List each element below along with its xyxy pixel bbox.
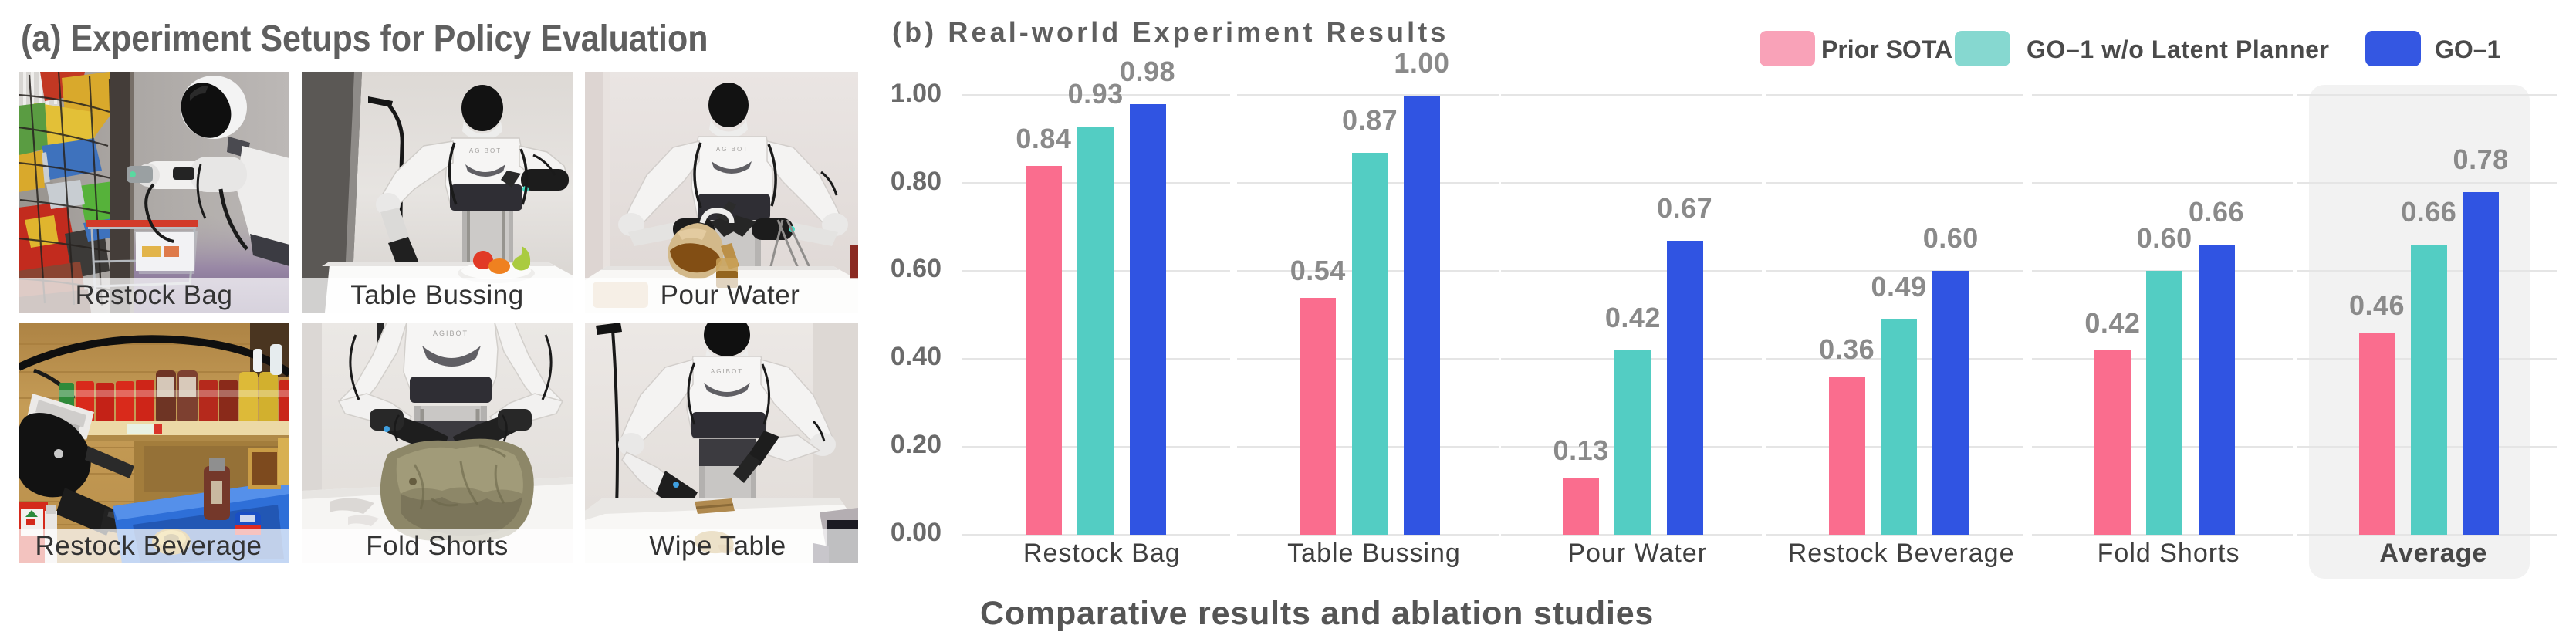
svg-text:AGIBOT: AGIBOT xyxy=(469,147,502,154)
svg-text:AGIBOT: AGIBOT xyxy=(433,329,468,337)
svg-text:AGIBOT: AGIBOT xyxy=(711,368,743,375)
svg-text:AGIBOT: AGIBOT xyxy=(716,146,749,153)
